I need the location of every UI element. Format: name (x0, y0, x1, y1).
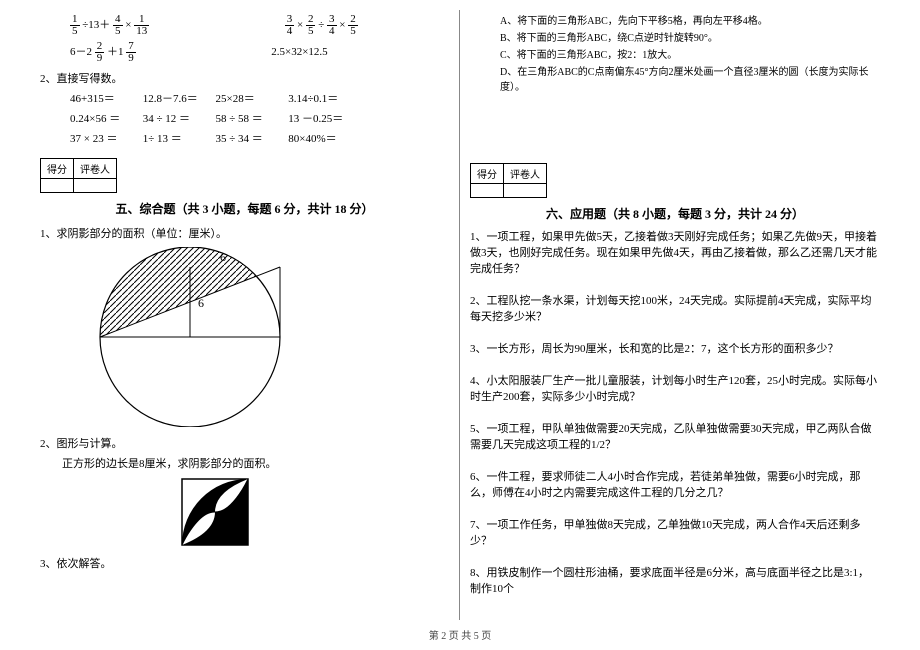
right-column: A、将下面的三角形ABC，先向下平移5格，再向左平移4格。 B、将下面的三角形A… (460, 10, 890, 620)
comp-q1: 1、求阴影部分的面积（单位：厘米）。 (40, 225, 449, 241)
app-q6: 6、一件工程，要求师徒二人4小时合作完成，若徒弟单独做，需要6小时完成，那么，师… (470, 468, 880, 500)
left-column: 15 ÷13＋ 45 × 113 34 × 25 ÷ 34 × 25 6－2 2… (30, 10, 460, 620)
comp-q2: 2、图形与计算。 (40, 435, 449, 451)
expr-line-2: 6－2 29 ＋1 79 2.5×32×12.5 (70, 41, 449, 64)
app-q5: 5、一项工程，甲队单独做需要20天完成，乙队单独做需要30天完成，甲乙两队合做需… (470, 420, 880, 452)
opt-b: B、将下面的三角形ABC，绕C点逆时针旋转90°。 (500, 29, 880, 44)
section-6-title: 六、应用题（共 8 小题，每题 3 分，共计 24 分） (470, 205, 880, 222)
comp-q2b: 正方形的边长是8厘米，求阴影部分的面积。 (62, 455, 449, 471)
section-5-title: 五、综合题（共 3 小题，每题 6 分，共计 18 分） (40, 200, 449, 217)
calc-row-1: 0.24×56 ＝ 34 ÷ 12 ＝ 58 ÷ 58 ＝ 13 －0.25＝ (70, 110, 449, 126)
figure-shaded-circle: 6 6 (80, 247, 310, 427)
app-q2: 2、工程队挖一条水渠，计划每天挖100米，24天完成。实际提前4天完成，实际平均… (470, 292, 880, 324)
expr-line-1: 15 ÷13＋ 45 × 113 34 × 25 ÷ 34 × 25 (70, 14, 449, 37)
figure-square-leaf (180, 477, 250, 547)
fig1-label-top: 6 (220, 250, 226, 264)
page-footer: 第 2 页 共 5 页 (0, 627, 920, 642)
comp-q3: 3、依次解答。 (40, 555, 449, 571)
calc-row-2: 37 × 23 ＝ 1÷ 13 ＝ 35 ÷ 34 ＝ 80×40%＝ (70, 130, 449, 146)
app-q3: 3、一长方形，周长为90厘米，长和宽的比是2：7，这个长方形的面积多少？ (470, 340, 880, 356)
q2-title: 2、直接写得数。 (40, 70, 449, 86)
app-q4: 4、小太阳服装厂生产一批儿童服装，计划每小时生产120套，25小时完成。实际每小… (470, 372, 880, 404)
app-q1: 1、一项工程，如果甲先做5天，乙接着做3天刚好完成任务；如果乙先做9天，甲接着做… (470, 228, 880, 276)
opt-c: C、将下面的三角形ABC，按2：1放大。 (500, 46, 880, 61)
opt-a: A、将下面的三角形ABC，先向下平移5格，再向左平移4格。 (500, 12, 880, 27)
app-q8: 8、用铁皮制作一个圆柱形油桶，要求底面半径是6分米，高与底面半径之比是3:1，制… (470, 564, 880, 596)
score-box-5: 得分评卷人 (40, 158, 117, 193)
score-box-6: 得分评卷人 (470, 163, 547, 198)
opt-d: D、在三角形ABC的C点南偏东45°方向2厘米处画一个直径3厘米的圆（长度为实际… (500, 63, 880, 93)
fig1-label-mid: 6 (198, 296, 204, 310)
calc-row-0: 46+315＝ 12.8－7.6＝ 25×28＝ 3.14÷0.1＝ (70, 90, 449, 106)
app-q7: 7、一项工作任务，甲单独做8天完成，乙单独做10天完成，两人合作4天后还剩多少？ (470, 516, 880, 548)
